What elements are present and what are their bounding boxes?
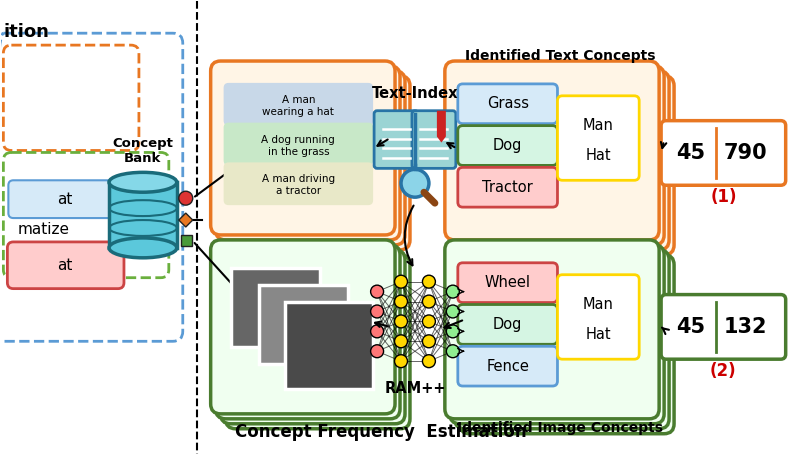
- Text: at: at: [57, 258, 73, 273]
- Text: at: at: [57, 192, 73, 207]
- Bar: [259, 285, 348, 364]
- Bar: [181, 235, 191, 246]
- Bar: [285, 302, 373, 389]
- Text: 45: 45: [676, 317, 705, 337]
- Circle shape: [394, 355, 407, 368]
- FancyBboxPatch shape: [455, 71, 669, 250]
- Text: 132: 132: [724, 317, 768, 337]
- FancyBboxPatch shape: [216, 245, 400, 419]
- FancyBboxPatch shape: [224, 162, 373, 205]
- FancyBboxPatch shape: [8, 180, 123, 218]
- FancyBboxPatch shape: [558, 96, 639, 180]
- Text: Concept
Bank: Concept Bank: [112, 137, 174, 165]
- Circle shape: [446, 285, 459, 298]
- FancyBboxPatch shape: [458, 263, 558, 303]
- FancyBboxPatch shape: [460, 255, 674, 434]
- Circle shape: [371, 325, 384, 338]
- FancyBboxPatch shape: [225, 76, 410, 250]
- FancyBboxPatch shape: [458, 84, 558, 124]
- FancyBboxPatch shape: [211, 61, 395, 235]
- Text: RAM++: RAM++: [385, 381, 446, 396]
- FancyBboxPatch shape: [211, 240, 395, 414]
- Bar: [109, 182, 177, 248]
- Circle shape: [179, 191, 193, 205]
- FancyBboxPatch shape: [450, 66, 664, 245]
- FancyBboxPatch shape: [450, 245, 664, 424]
- FancyBboxPatch shape: [661, 294, 785, 359]
- FancyBboxPatch shape: [460, 76, 674, 255]
- Text: Dog: Dog: [493, 317, 522, 332]
- Text: (2): (2): [710, 362, 737, 380]
- FancyBboxPatch shape: [374, 111, 418, 168]
- FancyBboxPatch shape: [458, 126, 558, 165]
- FancyBboxPatch shape: [455, 250, 669, 429]
- Polygon shape: [179, 213, 193, 227]
- Text: Text-Index: Text-Index: [372, 86, 458, 101]
- Text: (1): (1): [710, 188, 737, 206]
- Text: A man
wearing a hat: A man wearing a hat: [263, 95, 335, 117]
- Text: Hat: Hat: [586, 327, 611, 342]
- FancyBboxPatch shape: [458, 304, 558, 344]
- Text: Identified Text Concepts: Identified Text Concepts: [465, 49, 655, 63]
- Text: Concept Frequency  Estimation: Concept Frequency Estimation: [235, 423, 527, 441]
- Polygon shape: [437, 111, 446, 142]
- Circle shape: [423, 335, 436, 348]
- FancyBboxPatch shape: [445, 61, 659, 240]
- Text: Hat: Hat: [586, 148, 611, 163]
- Text: Grass: Grass: [486, 96, 528, 111]
- Text: ition: ition: [3, 23, 49, 41]
- Circle shape: [446, 325, 459, 338]
- FancyBboxPatch shape: [224, 123, 373, 165]
- Text: Dog: Dog: [493, 138, 522, 153]
- Text: matize: matize: [17, 222, 69, 238]
- Ellipse shape: [109, 238, 177, 258]
- Circle shape: [446, 345, 459, 358]
- Text: Wheel: Wheel: [485, 275, 531, 290]
- FancyBboxPatch shape: [558, 275, 639, 359]
- FancyBboxPatch shape: [224, 83, 373, 126]
- Circle shape: [371, 305, 384, 318]
- FancyBboxPatch shape: [458, 346, 558, 386]
- Circle shape: [394, 315, 407, 328]
- FancyBboxPatch shape: [225, 255, 410, 429]
- Circle shape: [423, 355, 436, 368]
- Text: A man driving
a tractor: A man driving a tractor: [262, 174, 335, 196]
- FancyBboxPatch shape: [445, 240, 659, 419]
- Text: Tractor: Tractor: [482, 180, 533, 195]
- FancyBboxPatch shape: [661, 121, 785, 185]
- Circle shape: [423, 315, 436, 328]
- FancyBboxPatch shape: [221, 71, 405, 245]
- Circle shape: [423, 295, 436, 308]
- FancyBboxPatch shape: [7, 242, 124, 288]
- Text: Man: Man: [583, 118, 614, 133]
- Text: 790: 790: [724, 143, 768, 163]
- Text: Man: Man: [583, 297, 614, 312]
- FancyBboxPatch shape: [412, 111, 456, 168]
- Circle shape: [394, 335, 407, 348]
- Text: A dog running
in the grass: A dog running in the grass: [262, 135, 335, 157]
- Text: 45: 45: [676, 143, 705, 163]
- Text: Fence: Fence: [486, 359, 529, 374]
- FancyBboxPatch shape: [221, 250, 405, 424]
- Ellipse shape: [109, 172, 177, 192]
- Circle shape: [446, 305, 459, 318]
- Circle shape: [401, 169, 429, 197]
- Bar: [230, 268, 320, 347]
- Text: Identified Image Concepts: Identified Image Concepts: [457, 421, 663, 435]
- Circle shape: [371, 285, 384, 298]
- Circle shape: [371, 345, 384, 358]
- Circle shape: [423, 275, 436, 288]
- Circle shape: [394, 295, 407, 308]
- FancyBboxPatch shape: [216, 66, 400, 240]
- Circle shape: [394, 275, 407, 288]
- FancyBboxPatch shape: [458, 167, 558, 207]
